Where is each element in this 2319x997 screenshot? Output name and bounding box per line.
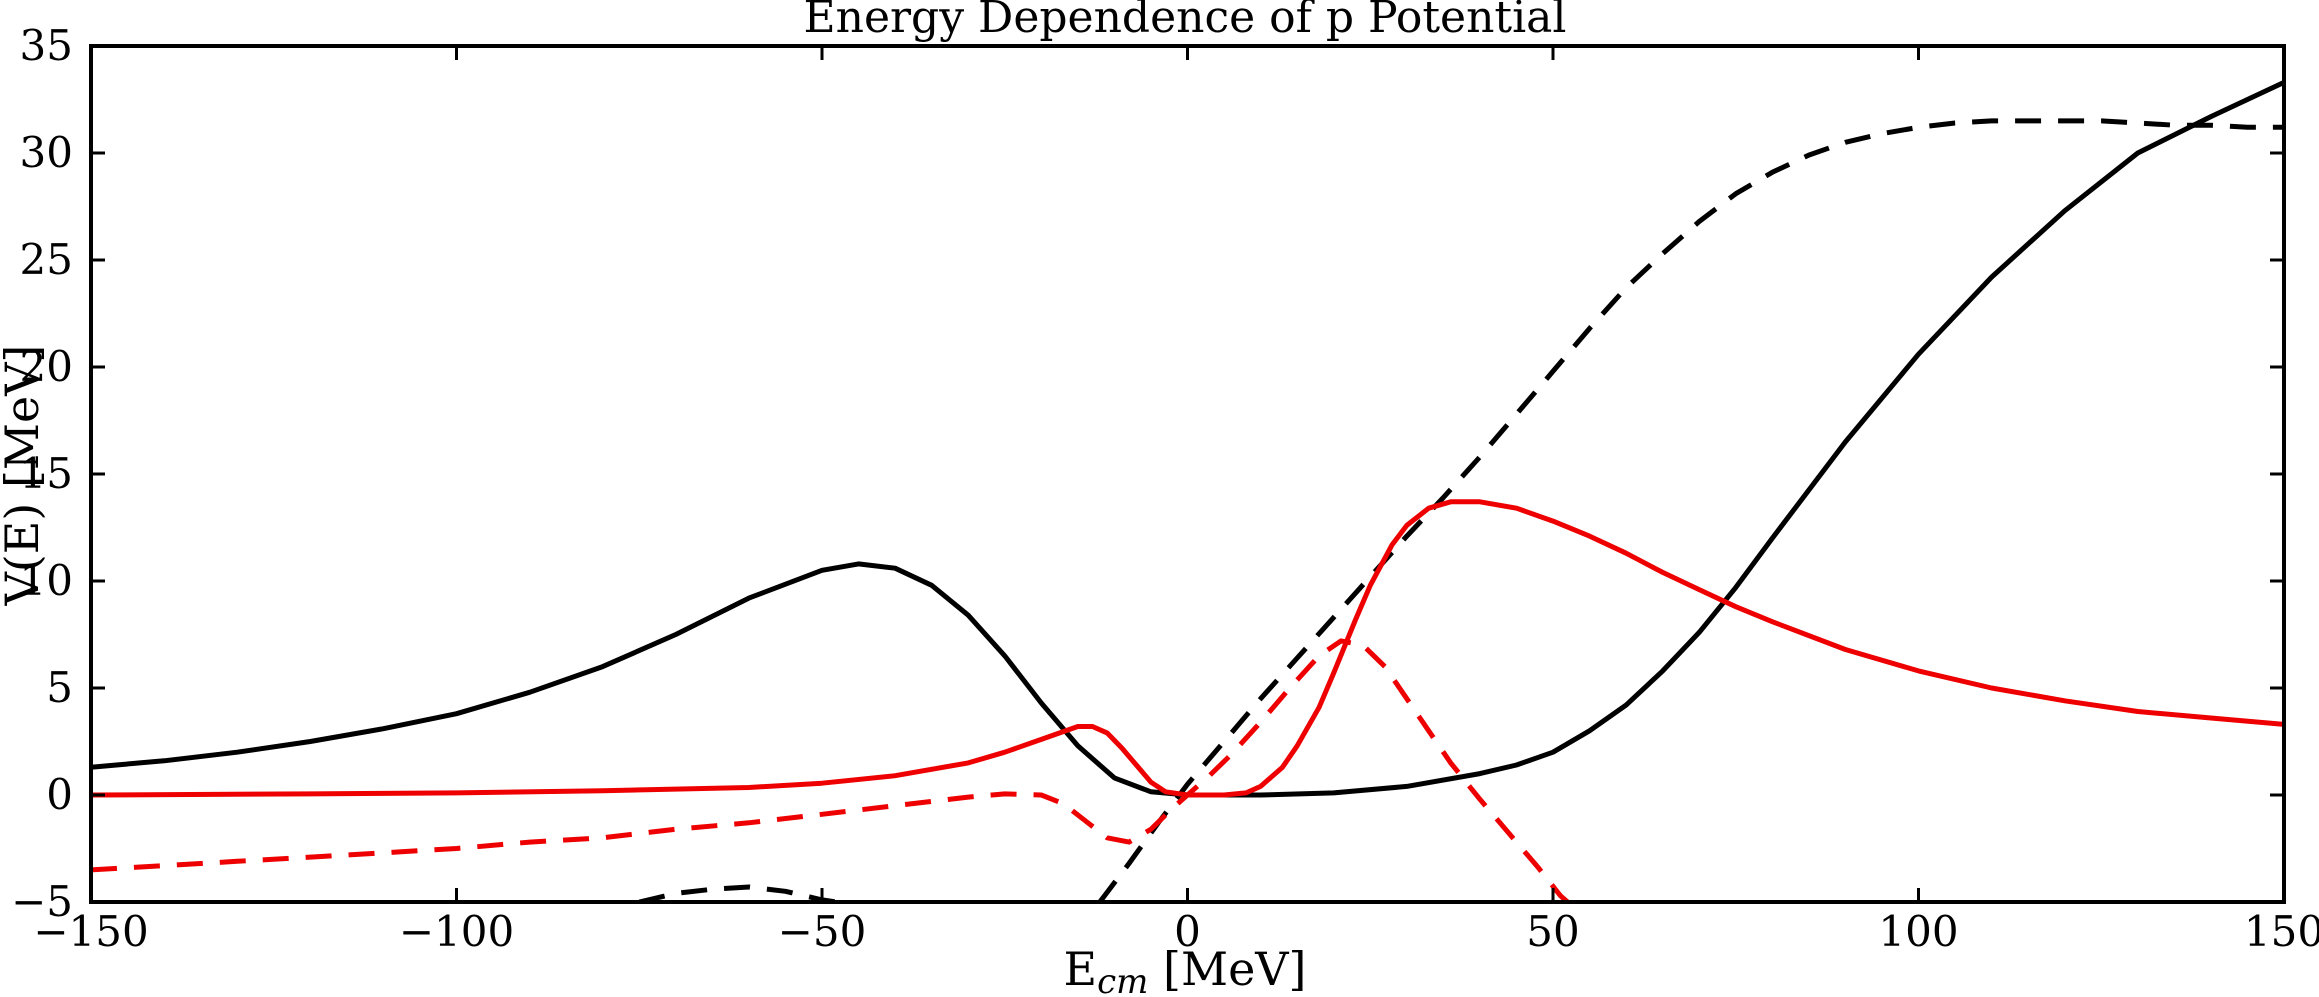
- series-line-3: [91, 499, 2284, 798]
- x-axis-title-unit: [MeV]: [1148, 942, 1306, 996]
- y-tick-label: 5: [46, 663, 73, 712]
- series-line-0: [91, 80, 2284, 798]
- y-axis-title: V(E) [MeV]: [0, 345, 49, 607]
- y-tick-label: 10: [20, 556, 73, 605]
- x-tick-label: 0: [1174, 907, 1201, 956]
- plot-frame: [89, 44, 2286, 904]
- y-tick-label: −5: [11, 877, 73, 926]
- x-tick-label: 100: [1878, 907, 1958, 956]
- x-axis-title: Ecm [MeV]: [1064, 942, 1307, 997]
- y-tick-label: 25: [20, 235, 73, 284]
- x-tick-label: 50: [1526, 907, 1579, 956]
- series-line-4: [91, 638, 1570, 902]
- x-tick-label: −150: [33, 907, 148, 956]
- x-tick-label: 150: [2244, 907, 2319, 956]
- series-line-2: [1097, 118, 2284, 902]
- y-tick-label: 15: [20, 449, 73, 498]
- y-tick-label: 20: [20, 342, 73, 391]
- x-tick-label: −50: [778, 907, 867, 956]
- y-tick-label: 30: [20, 128, 73, 177]
- x-axis-title-sub: cm: [1097, 962, 1148, 997]
- y-tick-label: 0: [46, 770, 73, 819]
- y-tick-label: 35: [20, 21, 73, 70]
- chart-title: Energy Dependence of p Potential: [804, 0, 1567, 43]
- series-line-1: [638, 884, 837, 902]
- x-axis-title-main: E: [1064, 942, 1098, 996]
- x-tick-label: −100: [399, 907, 514, 956]
- series-layer: [91, 80, 2284, 902]
